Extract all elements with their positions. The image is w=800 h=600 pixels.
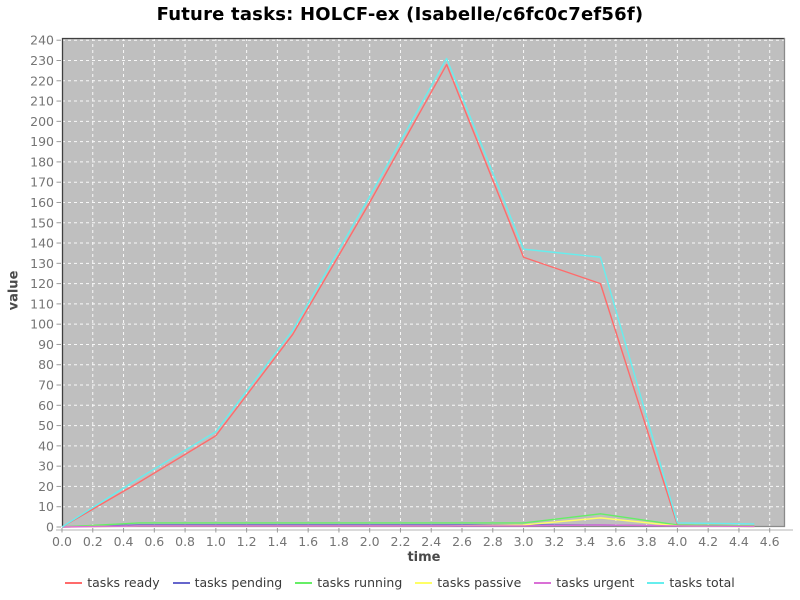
legend-color-swatch bbox=[295, 581, 313, 584]
legend-label: tasks urgent bbox=[556, 575, 635, 590]
svg-text:180: 180 bbox=[30, 154, 54, 169]
svg-text:190: 190 bbox=[30, 134, 54, 149]
svg-text:2.6: 2.6 bbox=[452, 534, 472, 549]
svg-text:1.2: 1.2 bbox=[237, 534, 257, 549]
x-axis-label: time bbox=[407, 550, 441, 565]
svg-text:3.8: 3.8 bbox=[637, 534, 657, 549]
svg-text:80: 80 bbox=[38, 357, 54, 372]
plot-background bbox=[62, 38, 785, 527]
svg-text:220: 220 bbox=[30, 73, 54, 88]
svg-text:0.4: 0.4 bbox=[114, 534, 134, 549]
y-tick-labels: 0 10 20 30 40 50 60 70 80 90 100 110 120 130 140 150 160… bbox=[30, 33, 54, 535]
legend-item-tasks-ready: tasks ready bbox=[65, 575, 160, 590]
svg-text:150: 150 bbox=[30, 215, 54, 230]
svg-text:1.6: 1.6 bbox=[298, 534, 318, 549]
x-tick-labels: 0.0 0.2 0.4 0.6 0.8 1.0 1.2 1.4 1.6 1.8 2.0 2.2 2.4 2… bbox=[52, 534, 780, 549]
legend-label: tasks pending bbox=[194, 575, 283, 590]
legend-color-swatch bbox=[415, 581, 433, 584]
svg-text:1.0: 1.0 bbox=[206, 534, 226, 549]
svg-text:3.2: 3.2 bbox=[544, 534, 564, 549]
svg-text:70: 70 bbox=[38, 378, 54, 393]
legend-label: tasks ready bbox=[87, 575, 160, 590]
svg-text:100: 100 bbox=[30, 317, 54, 332]
series-line-tasks-total bbox=[61, 57, 755, 528]
svg-text:0.6: 0.6 bbox=[144, 534, 164, 549]
svg-text:130: 130 bbox=[30, 256, 54, 271]
series-lines bbox=[61, 57, 755, 528]
svg-text:2.0: 2.0 bbox=[360, 534, 380, 549]
svg-text:120: 120 bbox=[30, 276, 54, 291]
svg-text:240: 240 bbox=[30, 33, 54, 48]
svg-text:4.6: 4.6 bbox=[760, 534, 780, 549]
svg-text:10: 10 bbox=[38, 499, 54, 514]
svg-text:30: 30 bbox=[38, 459, 54, 474]
svg-text:1.4: 1.4 bbox=[267, 534, 287, 549]
svg-text:90: 90 bbox=[38, 337, 54, 352]
legend-item-tasks-running: tasks running bbox=[295, 575, 402, 590]
plot-border-topleft bbox=[61, 37, 785, 527]
gridlines bbox=[62, 38, 785, 527]
svg-text:40: 40 bbox=[38, 438, 54, 453]
svg-text:170: 170 bbox=[30, 175, 54, 190]
svg-text:3.6: 3.6 bbox=[606, 534, 626, 549]
legend-item-tasks-total: tasks total bbox=[647, 575, 735, 590]
svg-text:4.2: 4.2 bbox=[698, 534, 718, 549]
series-line-tasks-urgent bbox=[61, 524, 755, 528]
chart-title: Future tasks: HOLCF-ex (Isabelle/c6fc0c7… bbox=[156, 4, 644, 25]
tick-marks bbox=[56, 39, 771, 533]
legend-label: tasks total bbox=[669, 575, 735, 590]
series-line-tasks-ready bbox=[61, 63, 755, 528]
series-line-tasks-running bbox=[61, 513, 755, 528]
svg-text:160: 160 bbox=[30, 195, 54, 210]
legend-color-swatch bbox=[65, 581, 83, 584]
svg-text:110: 110 bbox=[30, 296, 54, 311]
svg-text:2.4: 2.4 bbox=[421, 534, 441, 549]
legend-color-swatch bbox=[172, 581, 190, 584]
legend-item-tasks-pending: tasks pending bbox=[172, 575, 283, 590]
svg-text:3.4: 3.4 bbox=[575, 534, 595, 549]
svg-text:50: 50 bbox=[38, 418, 54, 433]
svg-text:4.4: 4.4 bbox=[729, 534, 749, 549]
svg-text:1.8: 1.8 bbox=[329, 534, 349, 549]
svg-text:210: 210 bbox=[30, 94, 54, 109]
svg-text:2.2: 2.2 bbox=[391, 534, 411, 549]
svg-text:0.0: 0.0 bbox=[52, 534, 72, 549]
svg-text:0.2: 0.2 bbox=[83, 534, 103, 549]
svg-text:0.8: 0.8 bbox=[175, 534, 195, 549]
svg-text:3.0: 3.0 bbox=[514, 534, 534, 549]
svg-text:20: 20 bbox=[38, 479, 54, 494]
legend-color-swatch bbox=[534, 581, 552, 584]
legend-label: tasks running bbox=[317, 575, 403, 590]
plot-canvas: 0 10 20 30 40 50 60 70 80 90 100 110 120 130 140 150 160… bbox=[30, 33, 793, 549]
y-axis-label: value bbox=[6, 270, 22, 311]
legend-label: tasks passive bbox=[437, 575, 522, 590]
legend-color-swatch bbox=[647, 581, 665, 584]
svg-text:0: 0 bbox=[46, 520, 54, 535]
svg-text:60: 60 bbox=[38, 398, 54, 413]
svg-text:4.0: 4.0 bbox=[667, 534, 687, 549]
legend: tasks ready tasks pending tasks running tas… bbox=[0, 575, 800, 590]
svg-text:200: 200 bbox=[30, 114, 54, 129]
legend-item-tasks-urgent: tasks urgent bbox=[534, 575, 634, 590]
svg-text:230: 230 bbox=[30, 53, 54, 68]
svg-text:2.8: 2.8 bbox=[483, 534, 503, 549]
legend-item-tasks-passive: tasks passive bbox=[415, 575, 521, 590]
svg-text:140: 140 bbox=[30, 236, 54, 251]
